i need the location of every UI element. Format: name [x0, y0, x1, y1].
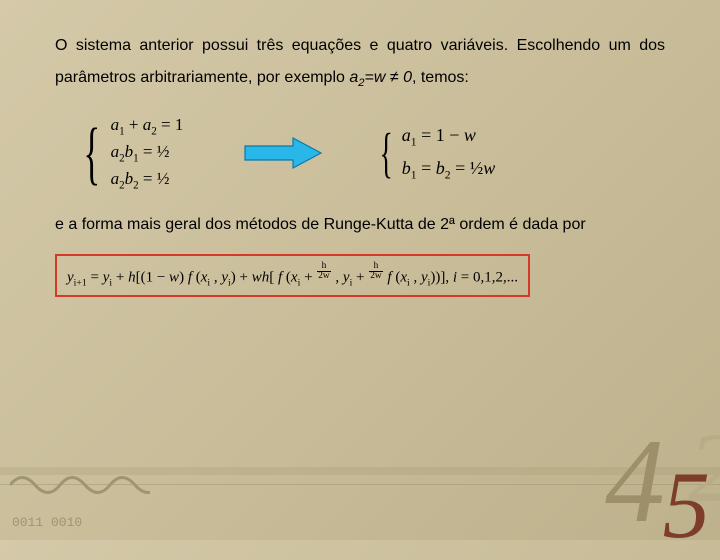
- frac1: h2w: [317, 262, 330, 282]
- f-y: y: [67, 270, 74, 286]
- para1-c: , temos:: [412, 69, 469, 86]
- f-p4: , y: [210, 270, 228, 286]
- para2: e a forma mais geral dos métodos de Rung…: [55, 210, 665, 240]
- f-p8: +: [352, 270, 368, 286]
- f-p11: ))], i = 0,1,2,...: [430, 270, 518, 286]
- wave-icon: [10, 470, 150, 500]
- binary-decor: 0011 0010: [12, 515, 82, 530]
- intro-paragraph: O sistema anterior possui três equações …: [55, 30, 665, 95]
- system-2: { a1 = 1 − w b1 = b2 = ½w: [373, 125, 495, 182]
- decor-num-5: 5: [663, 450, 711, 560]
- left-brace-1: {: [83, 129, 100, 178]
- sys2-eq1: a1 = 1 − w: [402, 125, 496, 149]
- f-p5: ) + wh[ f (x: [231, 270, 298, 286]
- f-p2: = y: [87, 270, 110, 286]
- sys1-eq1: a1 + a2 = 1: [111, 115, 184, 137]
- sys1-eq3: a2b2 = ½: [111, 169, 184, 191]
- left-brace-2: {: [380, 134, 393, 173]
- arrow-icon: [243, 136, 323, 170]
- sys2-eq2: b1 = b2 = ½w: [402, 158, 496, 182]
- para1-b: =w ≠ 0: [365, 69, 412, 86]
- decor-num-4: 4: [605, 412, 665, 550]
- system-1: { a1 + a2 = 1 a2b1 = ½ a2b2 = ½: [75, 115, 183, 192]
- f-y-sub: i+1: [74, 278, 87, 289]
- f-p3: + h[(1 − w) f (x: [112, 270, 207, 286]
- frac2: h2w: [369, 262, 382, 282]
- formula-box: yi+1 = yi + h[(1 − w) f (xi , yi) + wh[ …: [55, 254, 530, 297]
- para1-math: a: [349, 69, 358, 86]
- f-p9: f (x: [384, 270, 407, 286]
- f-p10: , y: [410, 270, 428, 286]
- f-p7: , y: [332, 270, 350, 286]
- sys1-eq2: a2b1 = ½: [111, 142, 184, 164]
- equation-row: { a1 + a2 = 1 a2b1 = ½ a2b2 = ½ { a1 = 1…: [75, 115, 665, 192]
- f-p6: +: [300, 270, 316, 286]
